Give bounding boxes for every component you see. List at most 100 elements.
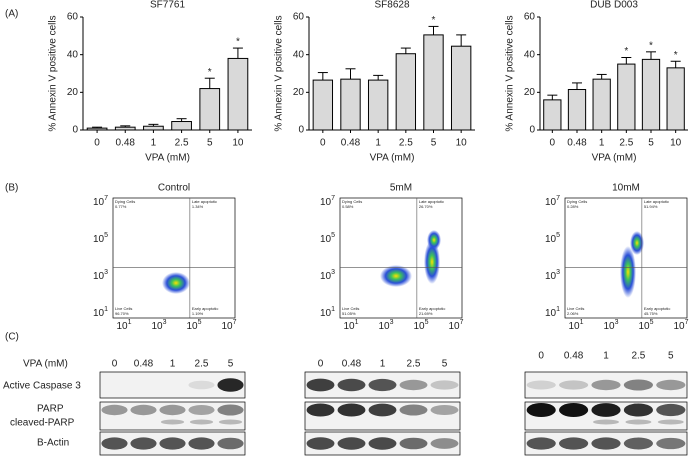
bar bbox=[114, 126, 136, 131]
tick-exponent: 3 bbox=[390, 319, 394, 326]
quadrant-label: Live Cells bbox=[342, 306, 359, 311]
blot-band bbox=[430, 438, 459, 449]
significance-marker: * bbox=[208, 67, 212, 78]
bar bbox=[340, 78, 361, 131]
quadrant-label: Dying Cells bbox=[342, 199, 362, 204]
x-axis-label: VPA (mM) bbox=[370, 153, 415, 164]
plot-frame bbox=[564, 197, 688, 319]
x-tick-label: 101 bbox=[116, 319, 131, 332]
blot-band bbox=[591, 437, 621, 450]
quadrant-label: Early apoptotic bbox=[644, 306, 670, 311]
lane-label: 5 bbox=[442, 359, 448, 370]
x-tick-label: 103 bbox=[378, 319, 393, 332]
blot-band bbox=[430, 380, 459, 390]
tick-exponent: 5 bbox=[198, 319, 202, 326]
blot-band bbox=[159, 437, 186, 450]
tick-base: 10 bbox=[638, 321, 650, 332]
y-axis-label: % Annexin V positive cells bbox=[274, 15, 285, 131]
tick-exponent: 1 bbox=[580, 319, 584, 326]
lane-label: 2.5 bbox=[195, 359, 209, 370]
tick-base: 10 bbox=[320, 197, 332, 208]
y-tick-label: 40 bbox=[67, 49, 79, 60]
x-tick-label: 107 bbox=[673, 319, 688, 332]
x-tick-label: 101 bbox=[568, 319, 583, 332]
quadrant-label: 26.70% bbox=[419, 204, 433, 209]
blot-band bbox=[188, 437, 215, 450]
plot-title: 10mM bbox=[612, 183, 640, 194]
tick-base: 10 bbox=[378, 321, 390, 332]
chart-title: SF8628 bbox=[374, 0, 409, 11]
significance-marker: * bbox=[649, 40, 653, 51]
y-tick-label: 60 bbox=[67, 12, 79, 23]
lane-label: 0.48 bbox=[564, 351, 584, 362]
significance-marker: * bbox=[674, 50, 678, 61]
bar bbox=[450, 45, 472, 131]
tick-exponent: 5 bbox=[331, 232, 335, 239]
bar bbox=[227, 57, 249, 131]
tick-base: 10 bbox=[673, 321, 685, 332]
tick-exponent: 1 bbox=[104, 306, 108, 313]
x-tick-label: 103 bbox=[603, 319, 618, 332]
blot-band bbox=[188, 380, 215, 390]
x-tick-label: 0.48 bbox=[116, 138, 136, 149]
blot-band bbox=[368, 437, 397, 450]
blot-band bbox=[337, 437, 366, 450]
x-tick-label: 0.48 bbox=[341, 138, 361, 149]
tick-base: 10 bbox=[93, 234, 105, 245]
tick-base: 10 bbox=[151, 321, 163, 332]
x-tick-label: 1 bbox=[375, 138, 381, 149]
lane-label: 0 bbox=[538, 351, 544, 362]
blot-band bbox=[218, 419, 243, 425]
bar bbox=[666, 67, 685, 131]
y-tick-label: 105 bbox=[93, 232, 108, 245]
blot-band bbox=[399, 404, 428, 416]
tick-base: 10 bbox=[343, 321, 355, 332]
blot-band bbox=[368, 378, 397, 392]
cell-density bbox=[620, 246, 636, 298]
x-tick-label: 103 bbox=[151, 319, 166, 332]
blot-band bbox=[656, 403, 686, 417]
x-axis-label: VPA (mM) bbox=[592, 153, 637, 164]
y-tick-label: 20 bbox=[293, 87, 305, 98]
blot-band bbox=[526, 437, 556, 450]
cell-density bbox=[630, 231, 644, 255]
cell-density bbox=[380, 265, 412, 287]
quadrant-label: Dying Cells bbox=[115, 199, 135, 204]
tick-exponent: 3 bbox=[331, 269, 335, 276]
x-tick-label: 105 bbox=[413, 319, 428, 332]
bar bbox=[312, 79, 334, 131]
lane-label: 1 bbox=[170, 359, 176, 370]
x-tick-label: 10 bbox=[456, 138, 468, 149]
blot-band bbox=[337, 403, 366, 417]
chart-title: SF7761 bbox=[150, 0, 185, 11]
tick-exponent: 3 bbox=[104, 269, 108, 276]
blot-band bbox=[306, 403, 335, 417]
blot-band bbox=[559, 437, 589, 450]
x-tick-label: 5 bbox=[648, 138, 654, 149]
quadrant-label: Live Cells bbox=[567, 306, 584, 311]
x-tick-label: 0 bbox=[94, 138, 100, 149]
blot-band bbox=[306, 437, 335, 450]
lane-label: 0 bbox=[112, 359, 118, 370]
tick-base: 10 bbox=[545, 308, 557, 319]
plot-frame bbox=[339, 197, 463, 319]
quadrant-label: 96.70% bbox=[115, 311, 129, 316]
x-tick-label: 0 bbox=[320, 138, 326, 149]
blot-band bbox=[559, 403, 589, 417]
y-axis-label: % Annexin V positive cells bbox=[48, 15, 59, 131]
tick-base: 10 bbox=[93, 271, 105, 282]
tick-exponent: 3 bbox=[615, 319, 619, 326]
panel-label: (C) bbox=[5, 332, 19, 343]
cell-density bbox=[424, 240, 440, 284]
y-tick-label: 60 bbox=[293, 12, 305, 23]
tick-base: 10 bbox=[320, 308, 332, 319]
y-tick-label: 0 bbox=[72, 125, 78, 136]
y-tick-label: 103 bbox=[93, 269, 108, 282]
y-tick-label: 60 bbox=[524, 12, 536, 23]
y-tick-label: 107 bbox=[93, 195, 108, 208]
x-tick-label: 105 bbox=[186, 319, 201, 332]
bar bbox=[199, 88, 221, 131]
y-tick-label: 0 bbox=[298, 125, 304, 136]
bar bbox=[543, 99, 562, 131]
